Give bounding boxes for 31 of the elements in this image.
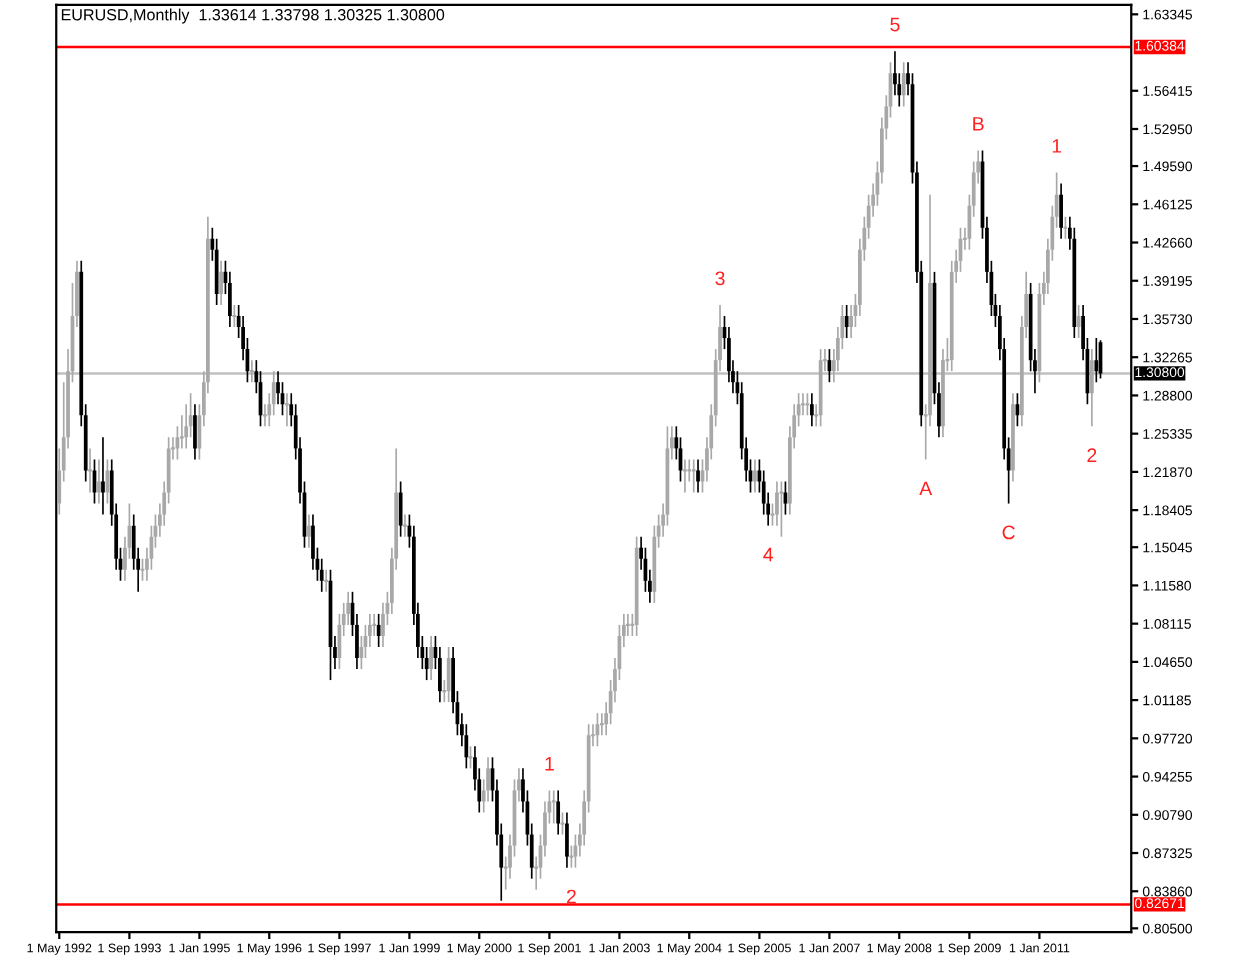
candlestick	[901, 61, 906, 108]
candlestick	[101, 436, 105, 516]
candlestick	[97, 458, 101, 505]
annotation: B	[973, 117, 984, 131]
candlestick	[696, 458, 700, 494]
annotation: 1	[545, 757, 554, 771]
annotation: 5	[890, 17, 900, 32]
candlestick	[753, 458, 757, 494]
annotation: 3	[715, 271, 725, 286]
candlestick	[219, 260, 223, 306]
candlestick	[398, 480, 403, 538]
candlestick	[193, 403, 197, 461]
candlestick	[376, 613, 381, 648]
candlestick	[1076, 304, 1081, 339]
candlestick	[429, 635, 433, 681]
annotation: 1	[1052, 139, 1062, 153]
candlestick	[307, 513, 311, 549]
annotation: 2	[566, 889, 576, 904]
candlestick	[1090, 348, 1094, 428]
candlestick	[565, 811, 569, 869]
candlestick	[556, 789, 561, 836]
annotation: C	[1002, 525, 1015, 540]
annotation: A	[919, 481, 933, 496]
candlestick	[446, 646, 451, 703]
candlestick	[810, 392, 814, 428]
chart-title: EURUSD,Monthly 1.33614 1.33798 1.30325 1.30800	[61, 8, 445, 24]
annotation: 4	[763, 547, 774, 562]
candlestick	[844, 304, 849, 339]
candlestick	[1059, 182, 1063, 240]
annotation: 2	[1087, 448, 1097, 462]
candlestick	[1094, 337, 1099, 384]
